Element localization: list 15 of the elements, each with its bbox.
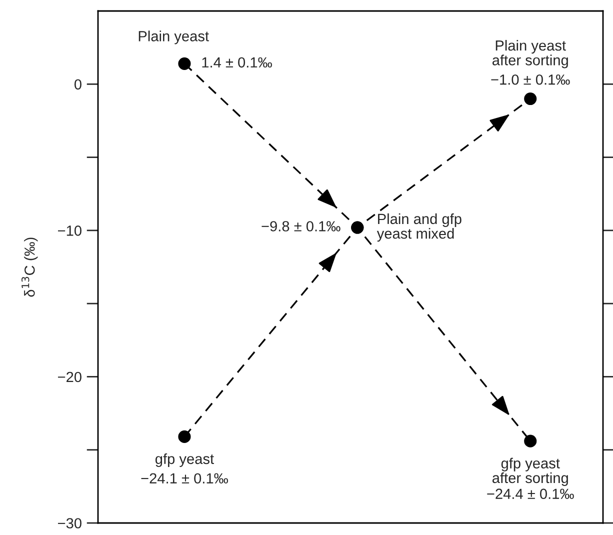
annotation: Plain yeast <box>138 30 209 44</box>
y-tick-label: −10 <box>58 226 82 236</box>
data-label: −9.8 ± 0.1‰ <box>262 221 340 232</box>
annotation: Plain yeast after sorting <box>492 40 568 68</box>
annotation: gfp yeast <box>155 453 214 467</box>
y-tick-label: 0 <box>74 79 82 90</box>
y-axis-title: δ$^{13}$C (‰) <box>22 238 38 297</box>
y-tick-label: −30 <box>58 518 82 528</box>
data-label: −24.1 ± 0.1‰ <box>141 473 228 484</box>
data-label: −1.0 ± 0.1‰ <box>491 74 570 85</box>
data-label: −24.4 ± 0.1‰ <box>487 488 574 500</box>
annotation: gfp yeast after sorting <box>492 458 568 486</box>
data-label: 1.4 ± 0.1‰ <box>202 57 272 68</box>
annotation: Plain and gfp yeast mixed <box>376 213 462 242</box>
y-tick-label: −20 <box>58 372 82 382</box>
